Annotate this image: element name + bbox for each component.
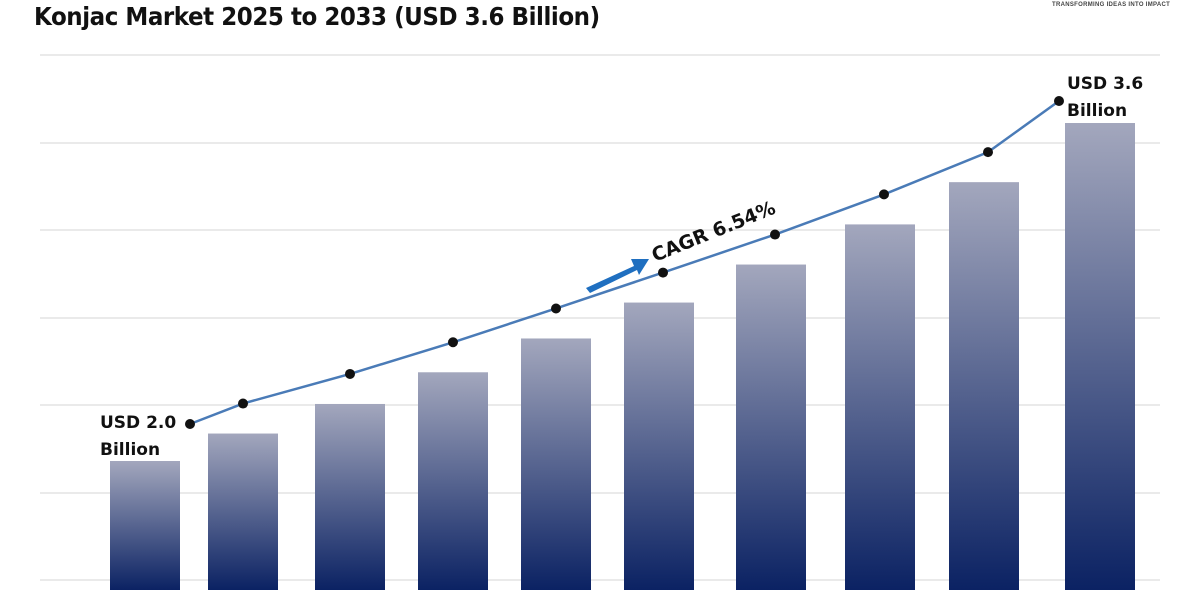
trend-marker — [448, 337, 458, 348]
trend-marker — [658, 267, 668, 278]
start-label: USD 2.0 Billion — [100, 413, 176, 460]
end-label-line1: USD 3.6 — [1067, 74, 1143, 94]
arrow-icon — [586, 259, 649, 293]
trend-marker — [185, 419, 195, 429]
bar — [1065, 123, 1135, 590]
end-label: USD 3.6 Billion — [1067, 74, 1143, 121]
bar — [315, 403, 385, 590]
trend-marker — [879, 189, 889, 200]
trend-marker — [345, 368, 355, 379]
start-label-line2: Billion — [100, 440, 160, 460]
end-label-line2: Billion — [1067, 101, 1127, 121]
bar — [521, 338, 591, 590]
bar — [845, 224, 915, 590]
chart-title: Konjac Market 2025 to 2033 (USD 3.6 Bill… — [34, 2, 600, 31]
trend-marker — [770, 229, 780, 240]
logo-tagline: TRANSFORMING IDEAS INTO IMPACT — [1052, 2, 1171, 8]
bar — [110, 461, 180, 590]
bar — [624, 302, 694, 590]
trend-marker — [983, 147, 993, 158]
start-label-line1: USD 2.0 — [100, 413, 176, 433]
trend-line — [189, 99, 1060, 426]
bar — [418, 372, 488, 590]
trend-marker — [238, 398, 248, 409]
bar — [949, 182, 1019, 590]
bar — [208, 433, 278, 590]
trend-marker — [551, 303, 561, 314]
trend-marker — [1054, 96, 1064, 106]
bar — [736, 264, 806, 590]
